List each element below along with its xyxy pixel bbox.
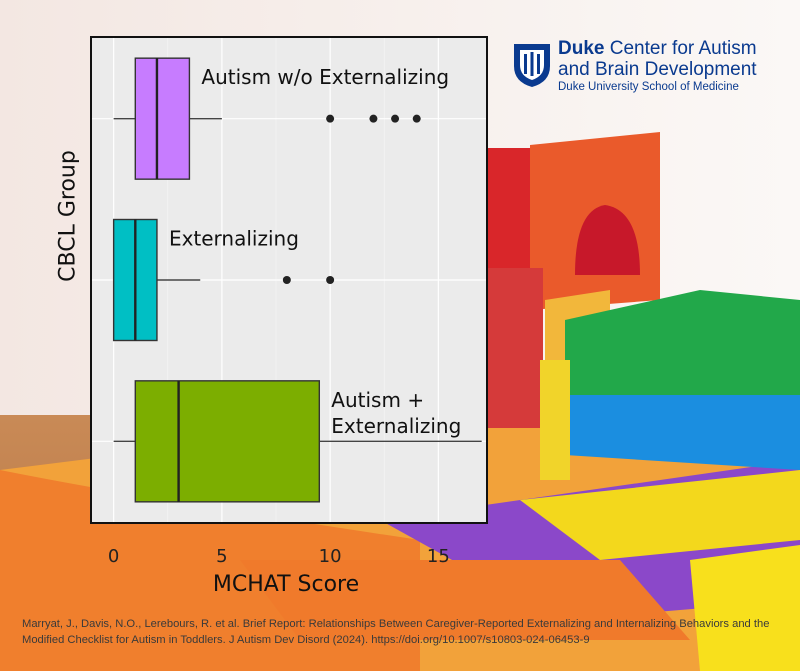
series-label-line: Autism w/o Externalizing <box>201 65 449 89</box>
logo-org: Duke <box>558 38 605 59</box>
box-autism-externalizing <box>134 380 321 503</box>
outlier-point-externalizing <box>282 276 291 284</box>
y-axis-label: CBCL Group <box>55 150 81 282</box>
series-label-externalizing: Externalizing <box>169 227 299 251</box>
series-label-autism-w-o-externalizing: Autism w/o Externalizing <box>201 65 449 89</box>
outlier-point-autism-w-o-externalizing <box>412 114 421 123</box>
outlier-point-externalizing <box>326 276 335 284</box>
series-label-line: Autism + <box>331 388 424 412</box>
x-axis-label: MCHAT Score <box>212 572 360 597</box>
logo-line2: and Brain Development <box>558 59 757 80</box>
outlier-point-autism-w-o-externalizing <box>391 114 400 123</box>
outlier-point-autism-w-o-externalizing <box>369 114 378 123</box>
series-label-autism-externalizing: Autism + Externalizing <box>331 388 461 438</box>
box-autism-w-o-externalizing <box>134 57 191 180</box>
logo-text: Duke Center for Autism and Brain Develop… <box>558 38 757 95</box>
series-label-line: Externalizing <box>331 414 461 438</box>
logo-line1-rest: Center for Autism <box>609 38 757 59</box>
boxplot-chart: Autism w/o ExternalizingExternalizingAut… <box>92 38 486 522</box>
outlier-point-autism-w-o-externalizing <box>326 114 335 123</box>
logo-line3: Duke University School of Medicine <box>558 81 739 93</box>
citation-text: Marryat, J., Davis, N.O., Lerebours, R. … <box>22 618 770 646</box>
series-label-line: Externalizing <box>169 227 299 251</box>
plot-panel: Autism w/o Externalizing Externalizing Aut… <box>90 36 488 524</box>
duke-chapel-icon <box>514 44 550 87</box>
